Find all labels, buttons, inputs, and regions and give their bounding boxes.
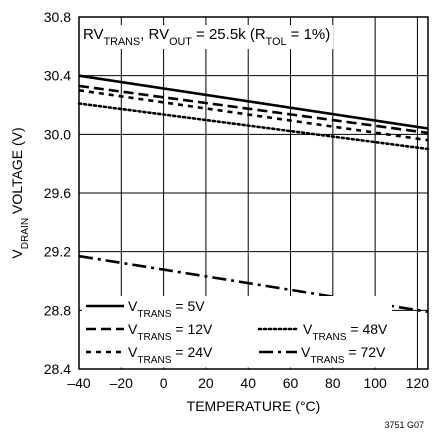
legend-label-3: VTRANS = 48V <box>303 321 388 343</box>
tick-labels: –40 –20 0 20 40 60 80 100 120 28.4 28.8 29.2 29.6 30.… <box>44 9 430 391</box>
series-lines <box>77 74 430 314</box>
y-tick-label-0: 28.4 <box>44 361 71 377</box>
series-line-4 <box>78 254 429 314</box>
y-tick-label-1: 28.8 <box>44 302 71 318</box>
y-tick-label-3: 29.6 <box>44 185 71 201</box>
legend-background <box>82 296 393 368</box>
x-tick-label-5: 60 <box>283 375 299 391</box>
x-tick-label-0: –40 <box>67 375 91 391</box>
x-tick-label-3: 20 <box>198 375 214 391</box>
series-line-2 <box>78 89 429 142</box>
x-tick-label-4: 40 <box>240 375 256 391</box>
legend-label-2: VTRANS = 24V <box>128 344 213 366</box>
legend-label-0: VTRANS = 5V <box>128 298 205 320</box>
y-tick-label-2: 29.2 <box>44 244 71 260</box>
x-tick-label-1: –20 <box>110 375 134 391</box>
legend-label-1: VTRANS = 12V <box>128 321 213 343</box>
x-tick-label-6: 80 <box>325 375 341 391</box>
plot-frame <box>78 16 429 370</box>
x-tick-label-8: 120 <box>406 375 430 391</box>
figure-code: 3751 G07 <box>384 420 424 430</box>
series-line-0 <box>78 74 429 130</box>
x-axis-title: TEMPERATURE (°C) <box>187 398 321 414</box>
series-line-3 <box>77 102 430 151</box>
annotation-background <box>80 25 334 49</box>
x-tick-label-7: 100 <box>363 375 387 391</box>
series-line-1 <box>78 84 429 135</box>
y-axis-title: VDRAIN VOLTAGE (V) <box>9 127 31 258</box>
y-tick-label-6: 30.8 <box>44 9 71 25</box>
y-tick-label-4: 30.0 <box>44 126 71 142</box>
y-tick-label-5: 30.4 <box>44 68 71 84</box>
chart-annotation: RVTRANS, RVOUT = 25.5k (RTOL = 1%) <box>83 26 330 48</box>
x-tick-label-2: 0 <box>160 375 168 391</box>
legend-label-4: VTRANS = 72V <box>301 344 386 366</box>
